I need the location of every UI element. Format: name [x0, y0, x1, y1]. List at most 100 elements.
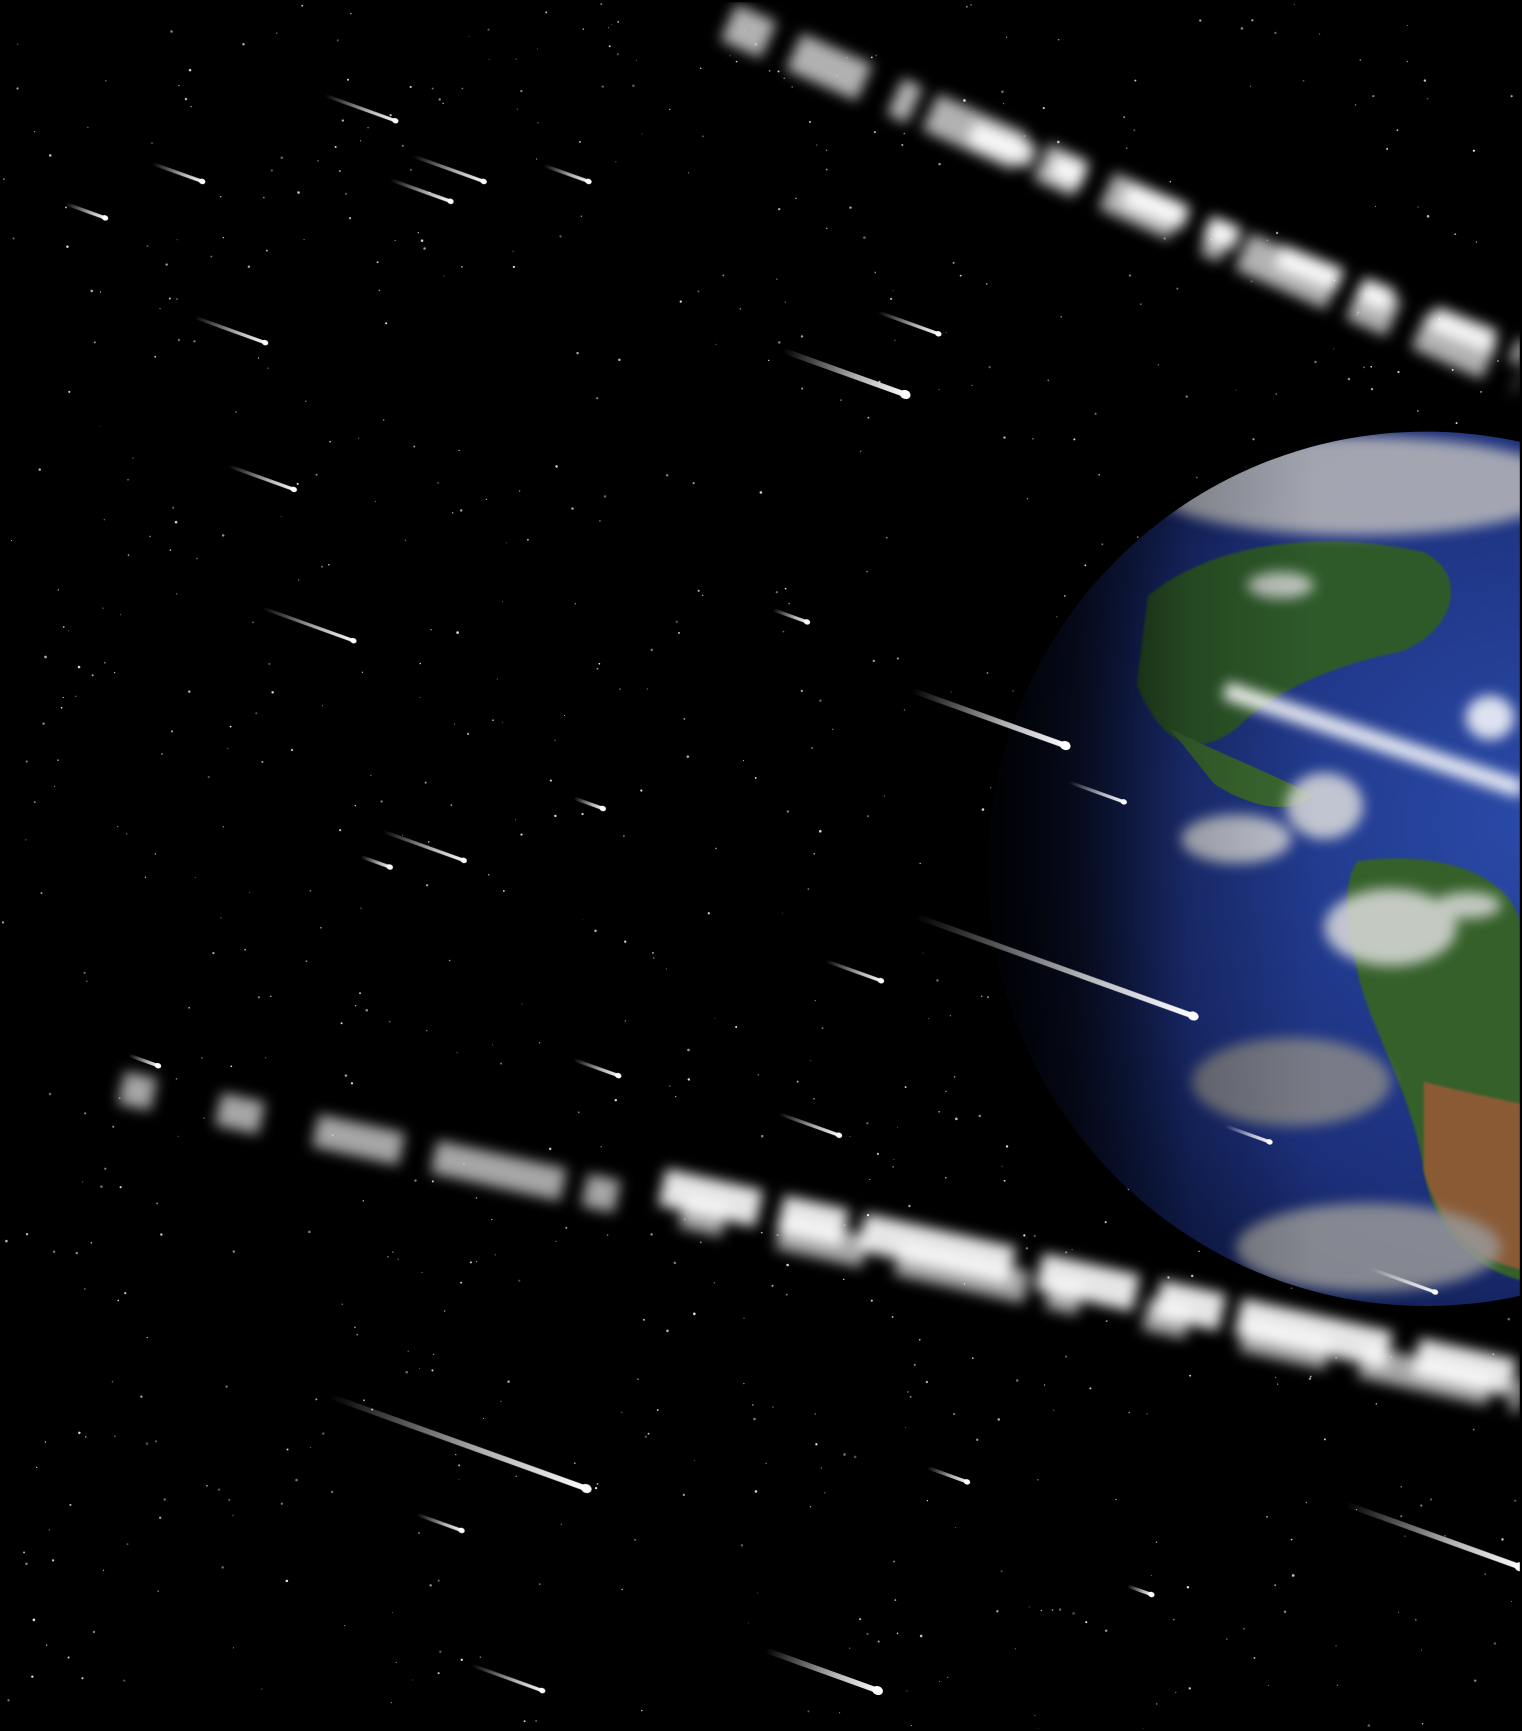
star — [257, 996, 260, 999]
star — [754, 777, 757, 779]
star — [1185, 395, 1188, 398]
star — [392, 1612, 394, 1614]
star — [507, 1380, 510, 1383]
star — [361, 671, 364, 673]
star — [688, 172, 690, 174]
star — [621, 1588, 623, 1591]
star — [1252, 438, 1255, 441]
star — [75, 695, 77, 697]
star — [560, 1523, 562, 1525]
meteor-head — [447, 198, 454, 205]
star — [156, 1202, 158, 1205]
star — [228, 1498, 231, 1501]
star — [1335, 1645, 1337, 1647]
star — [580, 215, 583, 217]
star — [315, 1398, 318, 1401]
star — [903, 132, 906, 135]
star — [385, 322, 388, 325]
star — [188, 68, 192, 72]
star — [617, 20, 620, 23]
star — [963, 99, 966, 102]
star — [814, 1413, 816, 1415]
star — [988, 366, 991, 369]
star — [1372, 95, 1375, 98]
star — [687, 1078, 691, 1081]
star — [85, 1436, 87, 1438]
star — [1474, 1679, 1477, 1682]
star — [429, 1584, 432, 1587]
star — [57, 589, 59, 591]
star — [52, 1250, 56, 1253]
star — [840, 399, 842, 401]
meteor-tail — [1127, 1584, 1154, 1597]
meteor-head — [198, 178, 206, 185]
meteor — [877, 310, 942, 337]
star — [222, 826, 224, 828]
star — [309, 890, 311, 892]
star — [1072, 1612, 1075, 1615]
star — [853, 1455, 857, 1459]
star — [739, 308, 742, 310]
star — [735, 60, 738, 63]
star — [350, 12, 352, 15]
star — [404, 539, 407, 542]
star — [290, 748, 294, 752]
star — [193, 340, 196, 343]
star — [265, 249, 268, 252]
meteor-head — [963, 1479, 971, 1485]
star — [520, 833, 523, 836]
star — [1190, 1274, 1194, 1278]
star — [184, 97, 188, 101]
star — [261, 760, 264, 764]
star — [765, 1462, 767, 1465]
meteor-head — [480, 178, 487, 185]
star — [168, 297, 171, 300]
star — [697, 589, 700, 592]
meteor — [412, 154, 487, 185]
star — [67, 1656, 70, 1659]
meteor — [573, 1058, 622, 1079]
star — [608, 45, 611, 48]
star — [1421, 1722, 1424, 1725]
star — [321, 565, 324, 568]
star — [901, 143, 904, 147]
star — [870, 1299, 873, 1302]
star — [114, 1435, 116, 1437]
star — [354, 1004, 357, 1007]
star — [971, 1357, 974, 1360]
star — [785, 1293, 788, 1296]
meteor — [1127, 1584, 1155, 1598]
star — [554, 814, 557, 818]
star — [354, 804, 357, 807]
star — [229, 725, 232, 728]
star — [149, 535, 151, 538]
star — [776, 278, 778, 280]
star — [448, 959, 451, 962]
star — [154, 853, 157, 855]
star — [1283, 1610, 1287, 1613]
star — [159, 1516, 162, 1519]
meteor-head — [835, 1132, 843, 1138]
star — [1128, 1411, 1130, 1414]
star — [600, 1146, 602, 1148]
meteor — [1068, 780, 1127, 805]
star — [555, 1240, 557, 1242]
star — [23, 1551, 26, 1554]
star — [492, 1044, 494, 1046]
star — [637, 1378, 639, 1380]
star — [475, 1197, 478, 1199]
star — [84, 1288, 86, 1290]
star — [768, 359, 770, 362]
meteor-head — [458, 1527, 465, 1534]
star — [666, 968, 668, 970]
star — [1169, 180, 1172, 183]
star — [262, 196, 265, 199]
star — [1268, 1685, 1270, 1686]
star — [1026, 498, 1028, 500]
star — [1497, 360, 1499, 362]
meteor-head — [803, 619, 811, 625]
star — [1073, 438, 1076, 441]
star — [430, 629, 432, 631]
star — [362, 1200, 365, 1202]
star — [247, 265, 251, 268]
